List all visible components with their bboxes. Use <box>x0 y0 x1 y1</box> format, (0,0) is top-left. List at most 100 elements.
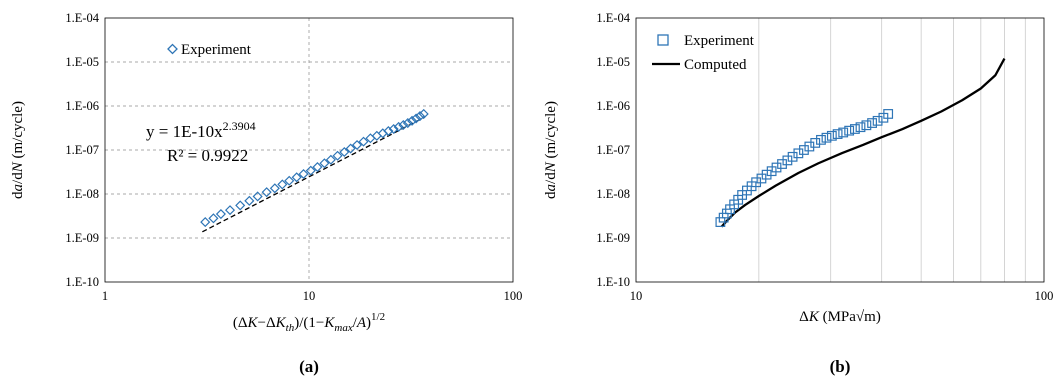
chart-b-data-point <box>867 118 877 128</box>
chart-b-data-point <box>787 151 798 162</box>
chart-b-y-tick-label: 1.E-06 <box>596 99 630 113</box>
chart-a-y-tick-label: 1.E-06 <box>65 99 99 113</box>
chart-a-data-point <box>208 213 219 224</box>
chart-b-legend-label-experiment: Experiment <box>684 33 755 49</box>
chart-a-x-axis-title: (ΔK−ΔKth)/(1−Kmax/A)1/2 <box>233 311 385 334</box>
chart-b-x-tick-label: 10 <box>630 289 643 303</box>
chart-a-data-point <box>418 108 429 119</box>
chart-b-legend: Experiment Computed <box>652 33 755 73</box>
chart-a-legend-label: Experiment <box>181 42 252 58</box>
chart-b-legend-square-marker <box>657 34 669 46</box>
chart-b-data-point <box>804 141 815 152</box>
chart-a-data-point <box>398 119 409 131</box>
chart-a-data-point <box>345 143 356 154</box>
chart-b-panel-label: (b) <box>830 357 851 376</box>
chart-a-data-point <box>244 195 255 206</box>
chart-b-data-point <box>844 125 855 136</box>
chart-b-data-point <box>850 124 860 134</box>
chart-a-data-point <box>224 205 236 216</box>
chart-b-experiment-series <box>715 109 894 227</box>
chart-a-data-point <box>393 121 404 132</box>
chart-b-data-point <box>793 148 804 159</box>
chart-a-equation: y = 1E-10x2.3904 <box>146 119 256 141</box>
chart-a-data-point <box>215 209 226 220</box>
chart-b-legend-label-computed: Computed <box>684 57 747 73</box>
chart-a-data-point <box>402 117 413 129</box>
chart-a: 1.E-10 1.E-09 1.E-08 1.E-07 1.E-06 1.E-0… <box>10 11 522 376</box>
chart-b-y-tick-label: 1.E-05 <box>596 55 630 69</box>
chart-b-y-tick-label: 1.E-08 <box>596 187 630 201</box>
chart-a-data-point <box>414 111 426 122</box>
chart-a-data-point <box>411 113 422 124</box>
chart-a-data-point <box>312 161 323 173</box>
chart-a-data-point <box>407 115 418 126</box>
chart-a-x-tick-labels: 1 10 100 <box>102 289 523 303</box>
chart-b-computed-line <box>720 57 1006 228</box>
chart-b-plot-frame <box>635 17 1045 283</box>
chart-b-data-point <box>816 134 826 145</box>
chart-b-data-point <box>761 169 772 180</box>
chart-b-grid <box>758 18 1026 282</box>
chart-a-data-point <box>269 183 280 194</box>
chart-b-x-axis-title: ΔK (MPa√m) <box>799 309 881 325</box>
chart-a-data-point <box>305 165 316 176</box>
chart-a-data-point <box>261 187 272 198</box>
chart-b-y-axis-title: da/dN (m/cycle) <box>543 101 559 199</box>
chart-a-grid <box>105 18 513 282</box>
chart-b-data-point <box>838 127 849 138</box>
chart-b-y-tick-label: 1.E-07 <box>596 143 630 157</box>
chart-a-data-point <box>358 136 369 147</box>
chart-b-y-tick-label: 1.E-10 <box>596 275 630 289</box>
chart-a-data-point <box>319 158 330 169</box>
chart-a-x-tick-label: 1 <box>102 289 108 303</box>
chart-b-x-tick-label: 100 <box>1035 289 1054 303</box>
chart-a-trendline <box>202 116 426 233</box>
chart-b-data-point <box>832 129 843 139</box>
chart-a-data-point <box>298 168 309 180</box>
chart-a-r-squared: R² = 0.9922 <box>167 146 248 165</box>
chart-a-data-point <box>277 179 288 190</box>
chart-a-x-tick-label: 10 <box>303 289 316 303</box>
chart-b-data-point <box>799 145 809 155</box>
chart-b-y-tick-label: 1.E-04 <box>596 11 630 25</box>
chart-b-y-tick-label: 1.E-09 <box>596 231 630 245</box>
chart-a-legend: Experiment <box>167 42 252 58</box>
chart-b: 1.E-10 1.E-09 1.E-08 1.E-07 1.E-06 1.E-0… <box>543 11 1053 376</box>
chart-a-y-tick-label: 1.E-09 <box>65 231 99 245</box>
chart-a-data-point <box>332 150 343 161</box>
chart-a-data-point <box>339 146 350 158</box>
chart-a-plot-frame <box>104 17 514 283</box>
chart-a-data-point <box>388 123 399 135</box>
chart-b-data-point <box>771 162 782 173</box>
chart-b-data-point <box>777 159 787 169</box>
chart-b-data-point <box>855 122 866 133</box>
chart-a-data-point <box>284 175 295 186</box>
chart-b-data-point <box>782 155 793 166</box>
chart-a-y-tick-labels: 1.E-10 1.E-09 1.E-08 1.E-07 1.E-06 1.E-0… <box>65 11 99 289</box>
chart-a-data-point <box>383 125 394 137</box>
chart-a-data-point <box>252 191 263 202</box>
chart-a-y-tick-label: 1.E-08 <box>65 187 99 201</box>
chart-a-x-tick-label: 100 <box>504 289 523 303</box>
chart-a-y-tick-label: 1.E-07 <box>65 143 99 157</box>
chart-a-experiment-series <box>200 108 429 228</box>
chart-b-computed-series <box>720 57 1006 228</box>
chart-b-data-point <box>861 120 872 131</box>
chart-a-y-tick-label: 1.E-10 <box>65 275 99 289</box>
chart-a-y-axis-title: da/dN (m/cycle) <box>10 101 26 199</box>
chart-b-data-point <box>883 109 894 119</box>
chart-a-legend-diamond-marker <box>167 43 178 55</box>
chart-a-panel-label: (a) <box>299 357 319 376</box>
chart-a-data-point <box>200 217 211 228</box>
chart-a-data-point <box>351 139 363 151</box>
chart-b-x-tick-labels: 10 100 <box>630 289 1054 303</box>
chart-b-y-tick-labels: 1.E-10 1.E-09 1.E-08 1.E-07 1.E-06 1.E-0… <box>596 11 630 289</box>
chart-a-y-tick-label: 1.E-04 <box>65 11 99 25</box>
chart-b-data-point <box>826 130 837 141</box>
chart-b-data-point <box>821 132 832 143</box>
chart-b-data-point <box>872 115 883 126</box>
chart-a-y-tick-label: 1.E-05 <box>65 55 99 69</box>
chart-b-data-point <box>810 137 821 148</box>
chart-a-data-point <box>291 172 302 183</box>
